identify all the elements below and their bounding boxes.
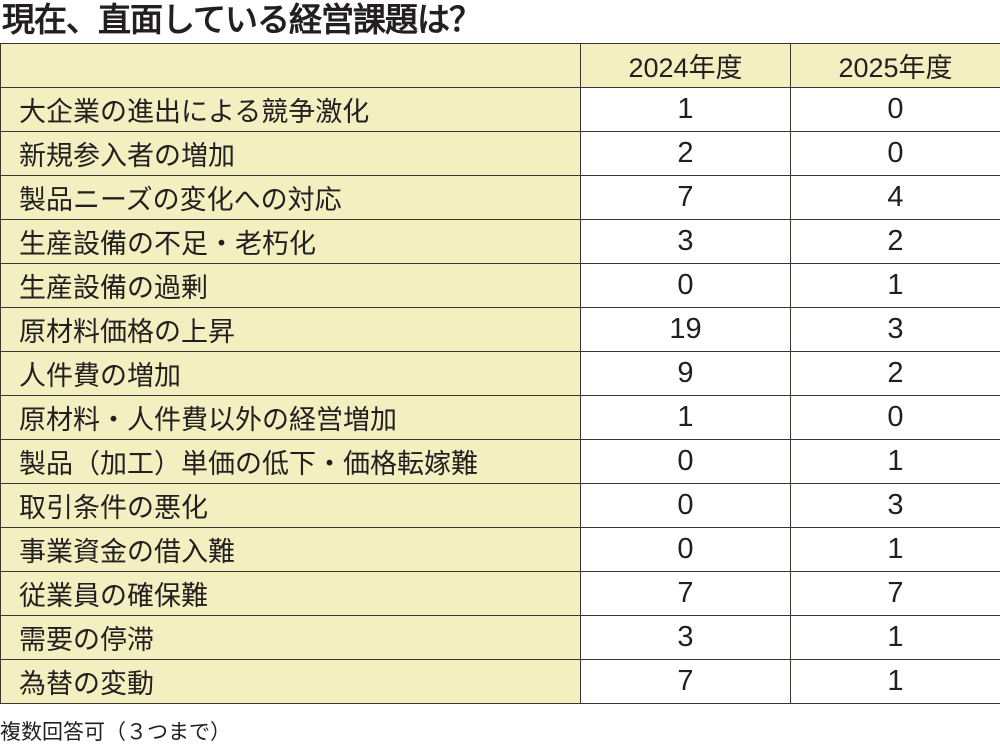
value-2025: 1 [790,263,1000,308]
chart-title: 現在、直面している経営課題は？ [2,0,482,39]
header-row: 2024年度 2025年度 [0,43,1000,88]
table-row: 原材料・人件費以外の経営増加 1 0 [0,395,1000,440]
table-row: 製品ニーズの変化への対応 7 4 [0,175,1000,220]
table-row: 従業員の確保難 7 7 [0,571,1000,616]
value-2024: 7 [580,571,791,616]
value-2025: 0 [790,395,1000,440]
row-label: 為替の変動 [0,659,581,704]
row-label: 新規参入者の増加 [0,131,581,176]
header-2024: 2024年度 [580,43,791,88]
row-label: 需要の停滞 [0,615,581,660]
value-2024: 2 [580,131,791,176]
value-2025: 0 [790,131,1000,176]
value-2025: 2 [790,219,1000,264]
row-label: 原材料・人件費以外の経営増加 [0,395,581,440]
value-2024: 1 [580,395,791,440]
value-2025: 0 [790,87,1000,132]
value-2024: 3 [580,615,791,660]
row-label: 人件費の増加 [0,351,581,396]
row-label: 取引条件の悪化 [0,483,581,528]
value-2025: 1 [790,659,1000,704]
row-label: 生産設備の不足・老朽化 [0,219,581,264]
value-2024: 0 [580,263,791,308]
row-label: 製品ニーズの変化への対応 [0,175,581,220]
issues-table: 2024年度 2025年度 大企業の進出による競争激化 1 0 新規参入者の増加 2 0 製… [0,43,1000,704]
value-2024: 19 [580,307,791,352]
value-2025: 4 [790,175,1000,220]
value-2025: 3 [790,307,1000,352]
table-row: 人件費の増加 9 2 [0,351,1000,396]
value-2025: 1 [790,527,1000,572]
row-label: 生産設備の過剰 [0,263,581,308]
table-row: 大企業の進出による競争激化 1 0 [0,87,1000,132]
value-2024: 3 [580,219,791,264]
table-row: 事業資金の借入難 0 1 [0,527,1000,572]
value-2025: 3 [790,483,1000,528]
header-2025: 2025年度 [790,43,1000,88]
table-row: 取引条件の悪化 0 3 [0,483,1000,528]
table-row: 生産設備の不足・老朽化 3 2 [0,219,1000,264]
table-row: 需要の停滞 3 1 [0,615,1000,660]
value-2024: 0 [580,439,791,484]
value-2024: 7 [580,659,791,704]
value-2024: 9 [580,351,791,396]
value-2025: 2 [790,351,1000,396]
row-label: 原材料価格の上昇 [0,307,581,352]
table-row: 原材料価格の上昇 19 3 [0,307,1000,352]
value-2025: 7 [790,571,1000,616]
header-label-cell [0,43,581,88]
row-label: 事業資金の借入難 [0,527,581,572]
value-2024: 0 [580,483,791,528]
value-2024: 1 [580,87,791,132]
table-row: 製品（加工）単価の低下・価格転嫁難 0 1 [0,439,1000,484]
value-2024: 0 [580,527,791,572]
value-2024: 7 [580,175,791,220]
row-label: 大企業の進出による競争激化 [0,87,581,132]
row-label: 製品（加工）単価の低下・価格転嫁難 [0,439,581,484]
table-row: 生産設備の過剰 0 1 [0,263,1000,308]
table-row: 新規参入者の増加 2 0 [0,131,1000,176]
value-2025: 1 [790,615,1000,660]
footnote: 複数回答可（３つまで） [0,720,231,744]
value-2025: 1 [790,439,1000,484]
row-label: 従業員の確保難 [0,571,581,616]
table-row: 為替の変動 7 1 [0,659,1000,704]
